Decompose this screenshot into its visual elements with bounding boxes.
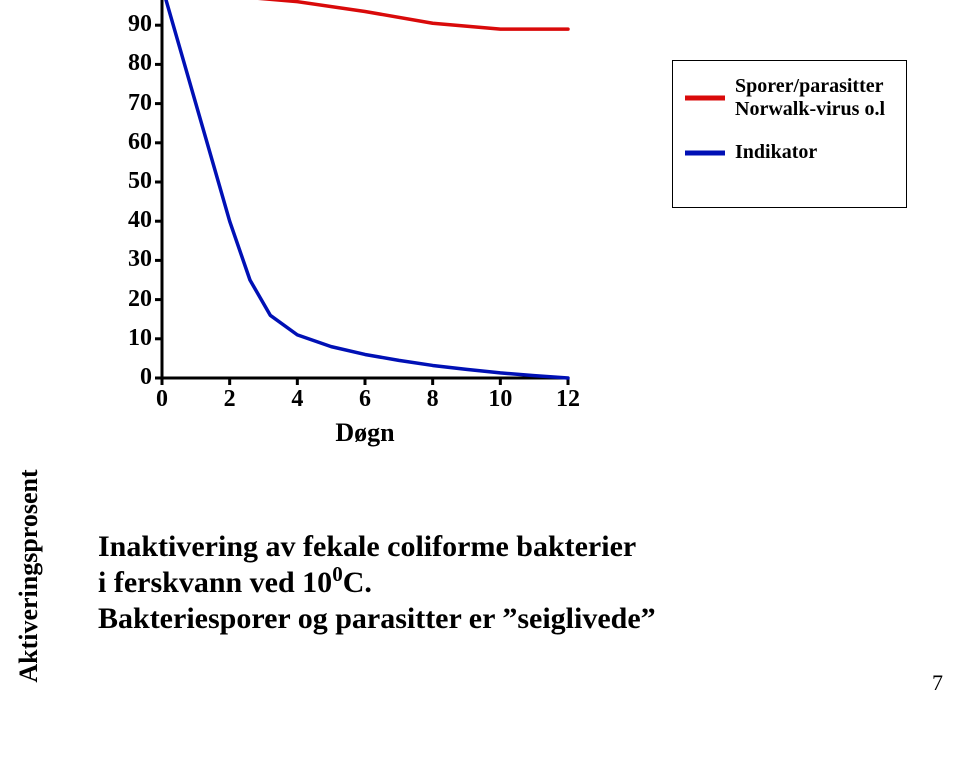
- page: Aktiveringsprosent 010203040506070809010…: [0, 0, 959, 703]
- legend-line-sample: [685, 93, 725, 103]
- legend-label: Indikator: [735, 141, 817, 164]
- x-tick-label: 2: [205, 386, 255, 413]
- legend-item: Indikator: [685, 141, 894, 164]
- caption-line-1: Inaktivering av fekale coliforme bakteri…: [98, 530, 636, 564]
- legend-label: Sporer/parasitterNorwalk-virus o.l: [735, 75, 885, 121]
- caption-line-2: i ferskvann ved 100C.: [98, 566, 372, 600]
- x-tick-label: 4: [272, 386, 322, 413]
- legend-item: Sporer/parasitterNorwalk-virus o.l: [685, 75, 894, 121]
- caption-line-3: Bakteriesporer og parasitter er ”seigliv…: [98, 602, 656, 636]
- page-number: 7: [932, 670, 943, 696]
- x-axis-title: Døgn: [162, 418, 568, 448]
- legend: Sporer/parasitterNorwalk-virus o.l Indika…: [672, 60, 907, 208]
- caption-line-2-pre: i ferskvann ved 10: [98, 566, 332, 599]
- x-tick-label: 0: [137, 386, 187, 413]
- x-tick-label: 12: [543, 386, 593, 413]
- caption-line-2-post: C.: [343, 566, 372, 599]
- x-tick-label: 8: [408, 386, 458, 413]
- x-tick-label: 6: [340, 386, 390, 413]
- legend-line-sample: [685, 148, 725, 158]
- caption-superscript: 0: [332, 562, 343, 586]
- x-tick-label: 10: [475, 386, 525, 413]
